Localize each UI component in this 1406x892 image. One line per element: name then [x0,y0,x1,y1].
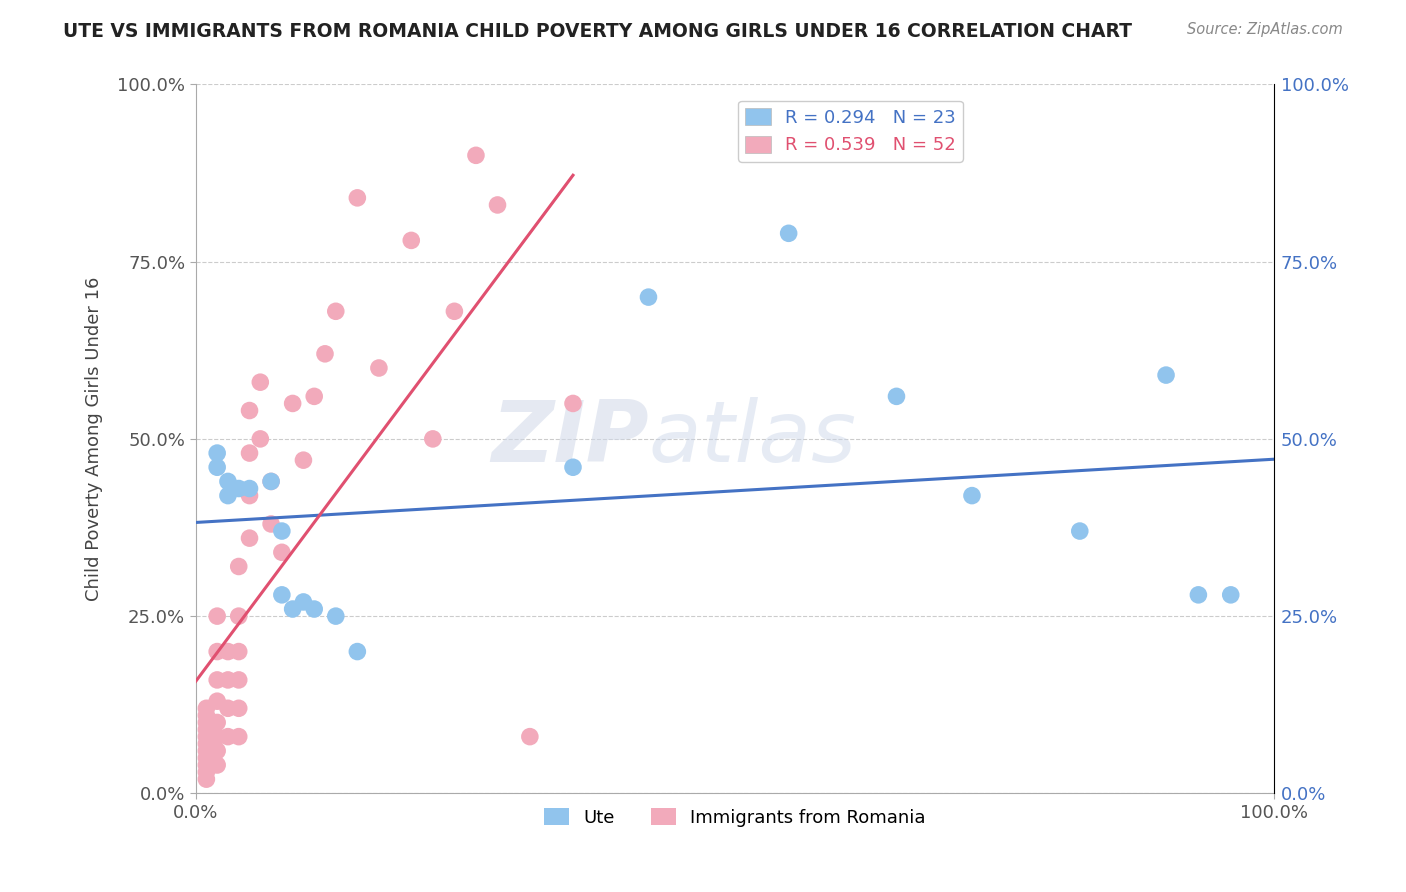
Y-axis label: Child Poverty Among Girls Under 16: Child Poverty Among Girls Under 16 [86,277,103,601]
Point [562,396,585,410]
Point [1219,588,1241,602]
Point [228,673,250,687]
Point [325,304,347,318]
Point [260,475,283,489]
Point [195,715,218,730]
Point [422,432,444,446]
Point [195,744,218,758]
Point [249,375,271,389]
Point [314,347,336,361]
Point [195,772,218,787]
Point [281,602,304,616]
Point [519,730,541,744]
Point [270,524,292,538]
Point [302,389,325,403]
Point [217,644,239,658]
Point [1187,588,1209,602]
Text: atlas: atlas [648,398,856,481]
Point [465,148,488,162]
Point [1069,524,1091,538]
Point [195,723,218,737]
Point [195,751,218,765]
Point [205,744,228,758]
Point [778,227,800,241]
Point [228,730,250,744]
Point [217,475,239,489]
Point [228,559,250,574]
Point [205,694,228,708]
Point [205,758,228,772]
Text: Source: ZipAtlas.com: Source: ZipAtlas.com [1187,22,1343,37]
Point [238,531,260,545]
Point [238,403,260,417]
Text: ZIP: ZIP [491,398,648,481]
Point [260,516,283,531]
Point [238,489,260,503]
Point [886,389,908,403]
Point [401,234,423,248]
Point [270,588,292,602]
Point [249,432,271,446]
Point [443,304,465,318]
Point [195,758,218,772]
Point [217,730,239,744]
Point [195,730,218,744]
Point [281,396,304,410]
Point [325,609,347,624]
Text: UTE VS IMMIGRANTS FROM ROMANIA CHILD POVERTY AMONG GIRLS UNDER 16 CORRELATION CH: UTE VS IMMIGRANTS FROM ROMANIA CHILD POV… [63,22,1132,41]
Point [960,489,983,503]
Point [486,198,509,212]
Point [217,673,239,687]
Point [195,737,218,751]
Point [562,460,585,475]
Point [367,361,389,376]
Point [205,644,228,658]
Point [260,475,283,489]
Point [205,673,228,687]
Point [205,609,228,624]
Point [217,701,239,715]
Point [195,765,218,780]
Point [195,701,218,715]
Point [346,644,368,658]
Point [228,482,250,496]
Point [302,602,325,616]
Point [228,701,250,715]
Point [270,545,292,559]
Point [238,446,260,460]
Point [228,644,250,658]
Point [292,453,315,467]
Point [205,715,228,730]
Point [205,730,228,744]
Point [217,489,239,503]
Point [228,609,250,624]
Point [238,482,260,496]
Point [637,290,659,304]
Point [195,708,218,723]
Point [292,595,315,609]
Point [346,191,368,205]
Point [205,460,228,475]
Legend: Ute, Immigrants from Romania: Ute, Immigrants from Romania [536,801,934,834]
Point [205,446,228,460]
Point [1154,368,1177,383]
